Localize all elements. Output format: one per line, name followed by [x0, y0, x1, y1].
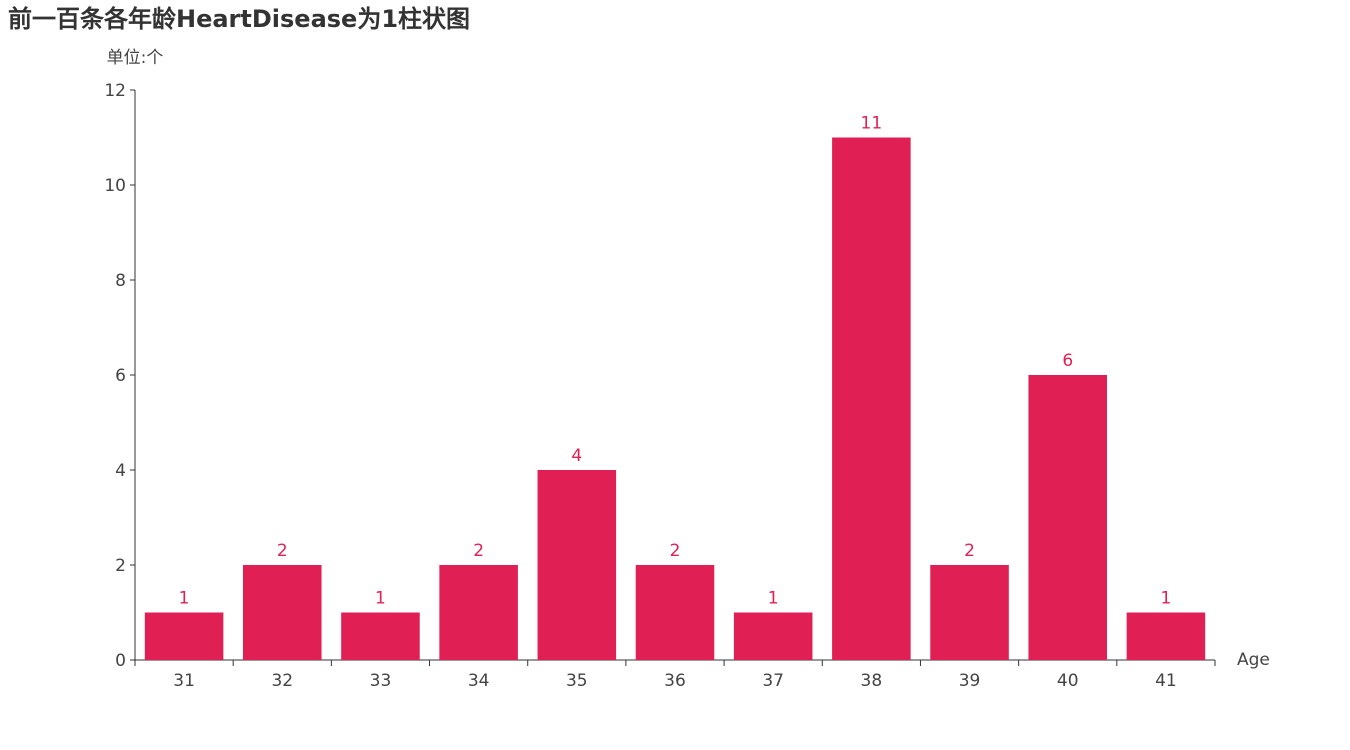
y-tick-label: 12	[104, 81, 126, 101]
x-tick-label: 31	[173, 671, 195, 691]
bar-value-label: 1	[768, 589, 779, 609]
bars	[144, 137, 1206, 660]
bar	[144, 612, 224, 660]
y-axis-title: 单位:个	[107, 48, 164, 68]
bar	[439, 565, 518, 660]
bar-value-label: 2	[670, 541, 681, 561]
y-axis: 0 2 4 6 8 10 12	[104, 81, 136, 671]
bar-value-label: 4	[571, 446, 582, 466]
y-tick-label: 10	[104, 176, 126, 196]
bar	[1126, 612, 1206, 660]
x-tick-label: 38	[861, 671, 883, 691]
bar	[1028, 375, 1107, 660]
y-tick-label: 0	[115, 651, 126, 671]
x-tick-label: 36	[664, 671, 686, 691]
bar	[930, 565, 1009, 660]
bar-value-label: 1	[1160, 589, 1171, 609]
y-tick-label: 6	[115, 366, 126, 386]
x-tick-label: 40	[1057, 671, 1079, 691]
bar	[832, 137, 911, 660]
bar	[341, 612, 420, 660]
bar	[243, 565, 322, 660]
bar	[635, 565, 715, 660]
bar	[733, 612, 813, 660]
x-tick-label: 37	[762, 671, 784, 691]
bar-value-label: 1	[179, 589, 190, 609]
chart-title: 前一百条各年龄HeartDisease为1柱状图	[8, 5, 471, 33]
bar-value-label: 2	[964, 541, 975, 561]
y-tick-label: 8	[115, 271, 126, 291]
x-axis-title: Age	[1237, 650, 1270, 670]
x-tick-label: 34	[468, 671, 490, 691]
bar-value-label: 2	[473, 541, 484, 561]
x-axis: 31 32 33 34 35 36 37 38 39 40 41	[134, 659, 1216, 691]
bar-value-label: 11	[861, 114, 883, 134]
y-tick-label: 4	[115, 461, 126, 481]
x-tick-label: 39	[959, 671, 981, 691]
bar-value-label: 1	[375, 589, 386, 609]
y-tick-label: 2	[115, 556, 126, 576]
x-tick-label: 41	[1155, 671, 1177, 691]
x-tick-label: 35	[566, 671, 588, 691]
bar-value-label: 6	[1062, 351, 1073, 371]
bar	[537, 470, 617, 660]
bar-value-label: 2	[277, 541, 288, 561]
x-tick-label: 33	[370, 671, 392, 691]
x-tick-label: 32	[271, 671, 293, 691]
